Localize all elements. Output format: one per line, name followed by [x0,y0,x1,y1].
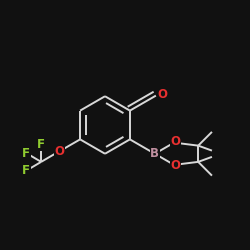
Text: F: F [22,164,30,177]
Text: F: F [37,138,45,151]
Text: F: F [22,146,30,160]
Text: O: O [157,88,167,101]
Text: B: B [150,147,159,160]
Text: O: O [171,159,181,172]
Text: O: O [54,145,64,158]
Text: O: O [171,136,181,148]
